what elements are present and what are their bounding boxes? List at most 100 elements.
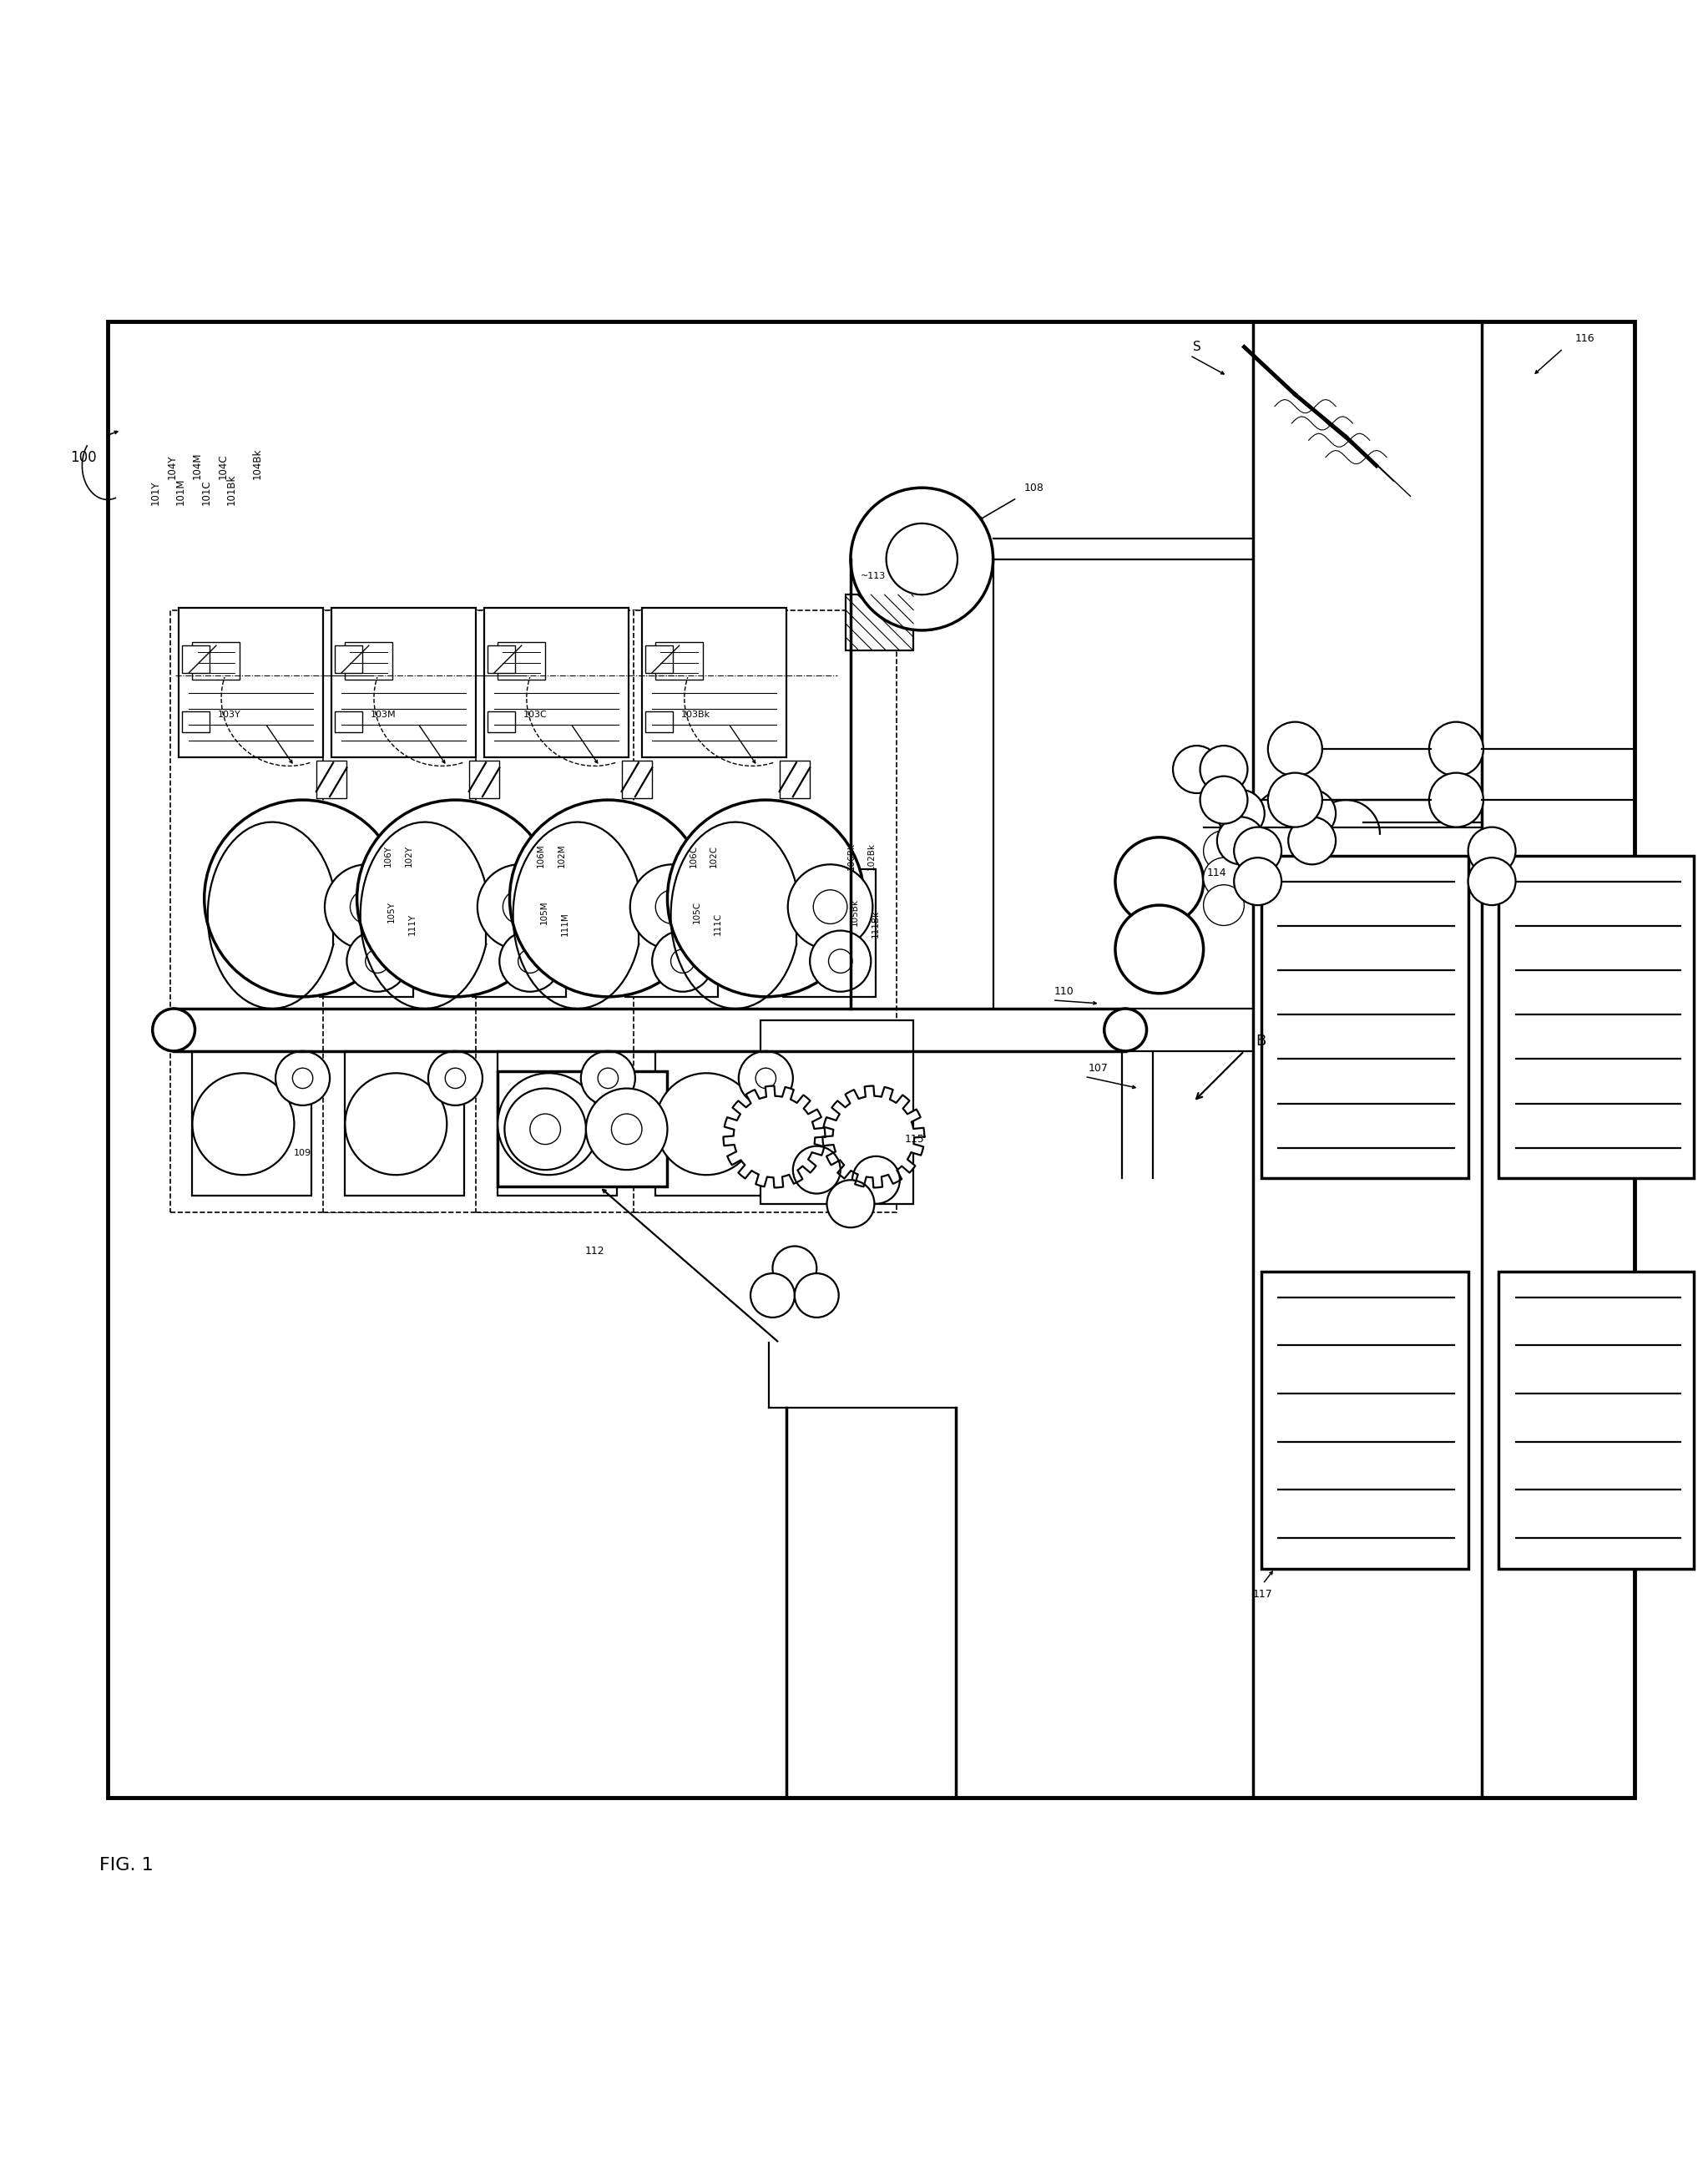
Bar [646,712,673,731]
Circle shape [1288,790,1336,838]
Text: 108: 108 [1023,482,1044,493]
Circle shape [193,1074,294,1174]
Circle shape [581,1050,635,1105]
Text: 106M: 106M [536,844,545,868]
Circle shape [652,931,714,992]
Circle shape [1267,723,1322,777]
Circle shape [851,488,992,629]
Text: FIG. 1: FIG. 1 [99,1858,154,1875]
Circle shape [1204,885,1243,927]
Circle shape [1115,838,1204,927]
Text: 104Bk: 104Bk [251,447,263,480]
Bar [646,644,673,673]
Text: 102M: 102M [557,844,565,868]
Circle shape [152,1009,195,1050]
Circle shape [529,1113,560,1144]
Circle shape [1430,773,1483,827]
Bar [183,644,210,673]
Polygon shape [823,1085,924,1187]
Bar [108,321,1635,1797]
Circle shape [794,1274,839,1317]
Text: 115: 115 [905,1135,924,1146]
Circle shape [1218,816,1264,864]
Bar [319,870,413,996]
Circle shape [656,890,690,924]
Circle shape [598,1068,618,1089]
Circle shape [750,1274,794,1317]
Bar [1498,1272,1694,1569]
Text: 109: 109 [294,1148,311,1157]
Bar [193,1050,311,1196]
Text: B: B [1255,1033,1266,1048]
Circle shape [1173,746,1221,794]
Circle shape [347,931,408,992]
Circle shape [1233,857,1281,905]
Text: 104Y: 104Y [167,456,178,480]
Bar [1261,855,1469,1178]
Bar [345,642,393,679]
Text: 101M: 101M [176,477,186,506]
Circle shape [886,523,958,595]
Text: 104C: 104C [217,454,229,480]
Bar [335,712,362,731]
Circle shape [852,1157,900,1204]
Text: 101Bk: 101Bk [225,473,237,506]
Circle shape [497,1074,600,1174]
Text: ~113: ~113 [861,573,886,579]
Bar [845,595,914,651]
Circle shape [1469,857,1515,905]
Circle shape [738,1050,793,1105]
Circle shape [1201,777,1247,825]
Text: 105M: 105M [540,901,548,924]
Bar [782,870,876,996]
Circle shape [668,801,864,996]
Text: 100: 100 [70,449,97,464]
Bar [656,1050,774,1196]
Bar [487,644,514,673]
Circle shape [671,948,695,972]
Bar [497,1050,617,1196]
Circle shape [1469,827,1515,875]
Circle shape [656,1074,757,1174]
Text: 114: 114 [1208,868,1226,879]
Text: 110: 110 [1054,985,1074,996]
Circle shape [504,1089,586,1170]
Text: 104M: 104M [191,451,203,480]
Bar [345,1050,465,1196]
Bar [316,762,347,799]
Text: 103C: 103C [523,712,547,718]
Text: 105Bk: 105Bk [851,898,859,927]
Bar [477,610,738,1213]
Text: 101C: 101C [200,480,212,506]
Circle shape [429,1050,482,1105]
Circle shape [345,1074,447,1174]
Bar [634,610,897,1213]
Bar [171,610,434,1213]
Circle shape [292,1068,313,1089]
Bar [473,870,565,996]
Circle shape [350,890,384,924]
Circle shape [1201,746,1247,794]
Circle shape [366,948,389,972]
Bar [760,1020,914,1204]
Bar [1498,855,1694,1178]
Bar [183,712,210,731]
Text: 106Bk: 106Bk [847,842,856,870]
Circle shape [787,864,873,948]
Bar [487,712,514,731]
Circle shape [813,890,847,924]
Text: 111Y: 111Y [408,914,417,935]
Circle shape [1218,790,1264,838]
Circle shape [1204,857,1243,898]
Polygon shape [724,1085,825,1187]
Circle shape [630,864,716,948]
Circle shape [499,931,560,992]
Text: 101Y: 101Y [150,480,161,506]
Bar [323,610,586,1213]
Bar [779,762,810,799]
Text: 106C: 106C [690,844,699,868]
Text: 107: 107 [1088,1063,1108,1074]
Circle shape [325,864,410,948]
Text: 111C: 111C [714,911,721,935]
Circle shape [1430,723,1483,777]
